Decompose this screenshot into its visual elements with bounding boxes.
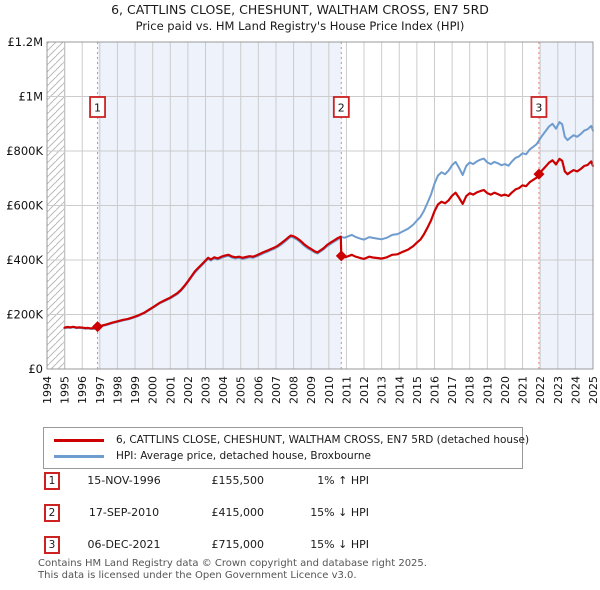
legend-item-property: 6, CATTLINS CLOSE, CHESHUNT, WALTHAM CRO… [54,432,529,448]
x-axis-tick-label: 1994 [41,376,54,404]
sale-price: £415,000 [211,506,265,519]
sale-number-badge: 2 [44,504,60,522]
sale-number-box [332,96,350,118]
x-axis-tick-label: 2018 [464,376,477,404]
sale-point-diamond [92,321,104,333]
sale-number-badge: 1 [44,472,60,490]
y-axis-tick-label: £600K [6,199,43,213]
x-axis-tick-label: 1998 [111,376,124,404]
legend-label-property: 6, CATTLINS CLOSE, CHESHUNT, WALTHAM CRO… [116,434,530,446]
x-axis-tick-label: 2014 [393,376,406,404]
footer-line-2: This data is licensed under the Open Gov… [38,569,357,581]
footer: Contains HM Land Registry data © Crown c… [38,558,427,581]
sale-date: 15-NOV-1996 [87,474,161,487]
x-axis-tick-label: 2008 [288,376,301,404]
y-axis-tick-label: £1M [18,90,43,104]
x-axis-tick-label: 1996 [76,376,89,404]
sale-price: £715,000 [211,538,265,551]
sale-number-box [530,96,548,118]
x-axis-tick-label: 2006 [252,376,265,404]
transaction-table: 1 15-NOV-1996 £155,500 1% ↑ HPI 2 17-SEP… [44,472,384,568]
transaction-row: 1 15-NOV-1996 £155,500 1% ↑ HPI [44,472,384,491]
sale-number-badge: 3 [44,536,60,554]
y-axis-tick-label: £800K [6,144,43,158]
sale-hpi-diff: 15% ↓ HPI [310,538,369,551]
x-axis-tick-label: 2012 [358,376,371,404]
x-axis-tick-label: 2024 [569,376,582,404]
chart-title: 6, CATTLINS CLOSE, CHESHUNT, WALTHAM CRO… [111,2,489,17]
y-axis-tick-label: £0 [28,362,43,376]
x-axis-tick-label: 2009 [305,376,318,404]
x-axis-tick-label: 2017 [446,376,459,404]
sale-hpi-diff: 1% ↑ HPI [317,474,369,487]
transaction-row: 2 17-SEP-2010 £415,000 15% ↓ HPI [44,504,384,523]
x-axis-tick-label: 2000 [147,376,160,404]
x-axis-tick-label: 2020 [499,376,512,404]
price-history-chart: 1 2 3 £0 £200K £400K £600K £800K £1M £1.2M 1994 199… [6,35,600,404]
legend: 6, CATTLINS CLOSE, CHESHUNT, WALTHAM CRO… [43,427,529,469]
sale-number-box-label: 2 [338,102,345,115]
x-axis-tick-label: 2001 [164,376,177,404]
x-axis-tick-label: 1997 [94,376,107,404]
hpi-line-swatch [54,454,104,458]
y-axis-tick-label: £400K [6,253,43,267]
sale-price: £155,500 [211,474,265,487]
series-line [63,157,595,330]
sale-number-box-label: 1 [94,102,101,115]
sale-date: 17-SEP-2010 [88,506,160,519]
x-axis-tick-label: 2019 [481,376,494,404]
y-axis-tick-label: £200K [6,308,43,322]
footer-line-1: Contains HM Land Registry data © Crown c… [38,558,427,569]
sale-hpi-diff: 15% ↓ HPI [310,506,369,519]
sale-number-box-label: 3 [535,102,542,115]
sale-date: 06-DEC-2021 [87,538,161,551]
transaction-row: 3 06-DEC-2021 £715,000 15% ↓ HPI [44,536,384,555]
sale-point-diamond [533,168,545,180]
x-axis-tick-label: 1999 [129,376,142,404]
x-axis-tick-label: 2003 [200,376,213,404]
x-axis-tick-label: 2005 [235,376,248,404]
legend-label-hpi: HPI: Average price, detached house, Brox… [116,450,371,462]
x-axis-tick-label: 2022 [534,376,547,404]
sale-number-box [89,96,106,118]
y-axis-tick-label: £1.2M [7,35,43,49]
x-axis-tick-label: 2015 [411,376,424,404]
sale-point-diamond [335,250,347,262]
chart-subtitle: Price paid vs. HM Land Registry's House … [135,19,465,33]
x-axis-tick-label: 2016 [428,376,441,404]
x-axis-tick-label: 2007 [270,376,283,404]
x-axis-tick-label: 2004 [217,376,230,404]
plot-border [46,41,594,370]
x-axis-tick-label: 2025 [587,376,600,404]
x-axis-tick-label: 2021 [517,376,530,404]
x-axis-tick-label: 2023 [552,376,565,404]
x-axis-tick-label: 2011 [340,376,353,404]
x-axis-tick-label: 1995 [59,376,72,404]
x-axis-tick-label: 2013 [376,376,389,404]
property-line-swatch [54,438,104,442]
x-axis-tick-label: 2002 [182,376,195,404]
x-axis-tick-label: 2010 [323,376,336,404]
legend-item-hpi: HPI: Average price, detached house, Brox… [54,448,522,464]
